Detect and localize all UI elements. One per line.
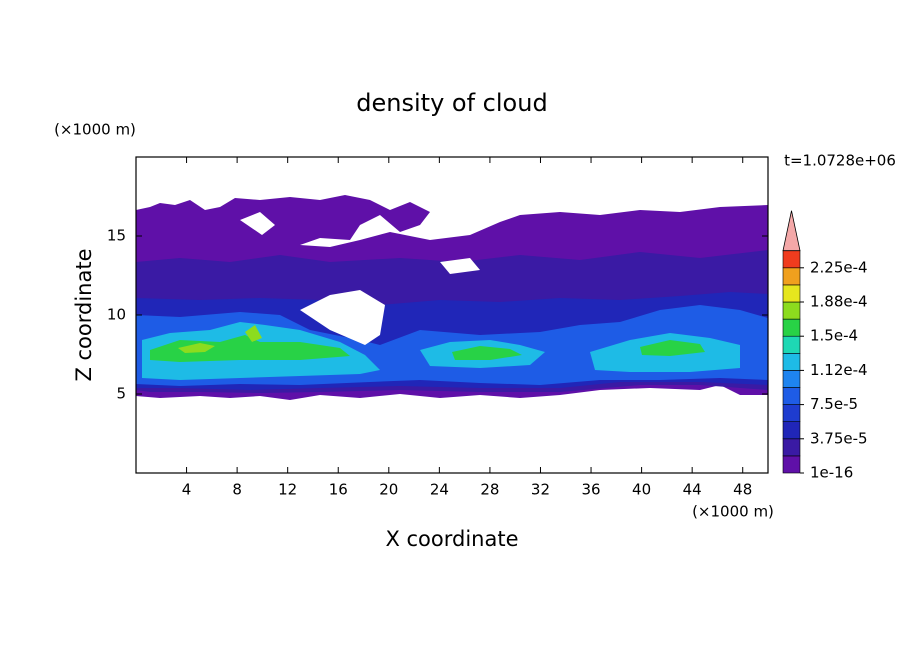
contour-region — [452, 346, 522, 360]
chart-title: density of cloud — [356, 89, 547, 117]
x-tick-label: 20 — [379, 481, 398, 499]
x-tick-label: 36 — [581, 481, 600, 499]
colorbar-label: 2.25e-4 — [810, 258, 868, 276]
x-tick-label: 12 — [278, 481, 297, 499]
colorbar-box — [782, 404, 801, 423]
x-tick-label: 16 — [329, 481, 348, 499]
colorbar-box — [782, 335, 801, 354]
x-tick-label: 48 — [733, 481, 752, 499]
x-unit: (×1000 m) — [692, 503, 774, 521]
x-tick-label: 28 — [480, 481, 499, 499]
colorbar-box — [782, 318, 801, 337]
colorbar-label: 1e-16 — [810, 464, 853, 482]
y-axis-label: Z coordinate — [72, 248, 96, 381]
colorbar-box — [782, 387, 801, 405]
colorbar-label: 3.75e-5 — [810, 429, 868, 447]
colorbar-box — [782, 370, 801, 388]
colorbar-box — [782, 267, 801, 286]
contour-gap — [240, 212, 275, 235]
colorbar-box — [782, 438, 801, 457]
y-tick-label: 15 — [107, 227, 126, 245]
colorbar-label: 1.5e-4 — [810, 327, 858, 345]
y-unit: (×1000 m) — [54, 121, 136, 139]
contour-field — [136, 195, 768, 400]
time-label: t=1.0728e+06 — [784, 152, 896, 170]
colorbar-box — [782, 250, 801, 269]
contour-region — [178, 343, 215, 353]
colorbar-box — [782, 284, 801, 303]
colorbar-box — [782, 421, 801, 440]
x-tick-label: 40 — [632, 481, 651, 499]
contour-region — [640, 340, 705, 356]
colorbar-label: 1.88e-4 — [810, 293, 868, 311]
contour-gap — [300, 290, 385, 345]
contour-region — [150, 335, 350, 362]
x-tick-label: 44 — [683, 481, 702, 499]
colorbar-box — [782, 301, 801, 320]
colorbar-label: 1.12e-4 — [810, 361, 868, 379]
x-tick-label: 4 — [182, 481, 192, 499]
y-tick-label: 5 — [116, 385, 126, 403]
y-tick-label: 10 — [107, 306, 126, 324]
x-tick-label: 24 — [430, 481, 449, 499]
x-axis-label: X coordinate — [385, 527, 518, 551]
colorbar-box — [782, 455, 801, 474]
x-tick-label: 32 — [531, 481, 550, 499]
colorbar-label: 7.5e-5 — [810, 395, 858, 413]
colorbar-box — [782, 352, 801, 371]
x-tick-label: 8 — [232, 481, 242, 499]
contour-region — [245, 325, 262, 342]
contour-gap — [440, 258, 480, 274]
colorbar-extend — [782, 210, 801, 252]
